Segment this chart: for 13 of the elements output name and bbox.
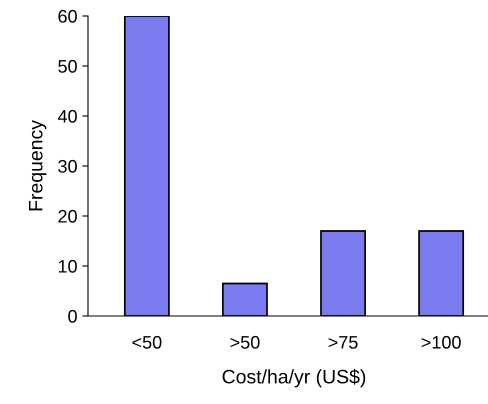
- y-tick-label: 30: [58, 160, 77, 173]
- x-tick-label: >100: [422, 336, 461, 349]
- y-tick-label: 20: [58, 210, 77, 223]
- y-tick-label: 10: [58, 260, 77, 273]
- y-axis-title: Frequency: [28, 120, 46, 210]
- x-axis-title: Cost/ha/yr (US$): [222, 368, 366, 388]
- y-tick-label: 60: [58, 10, 77, 23]
- x-tick-label: >75: [328, 336, 358, 349]
- x-tick-label: <50: [132, 336, 162, 349]
- y-tick-label: 0: [68, 310, 77, 323]
- y-tick-label: 40: [58, 110, 77, 123]
- x-tick-label: >50: [230, 336, 260, 349]
- y-tick-label: 50: [58, 60, 77, 73]
